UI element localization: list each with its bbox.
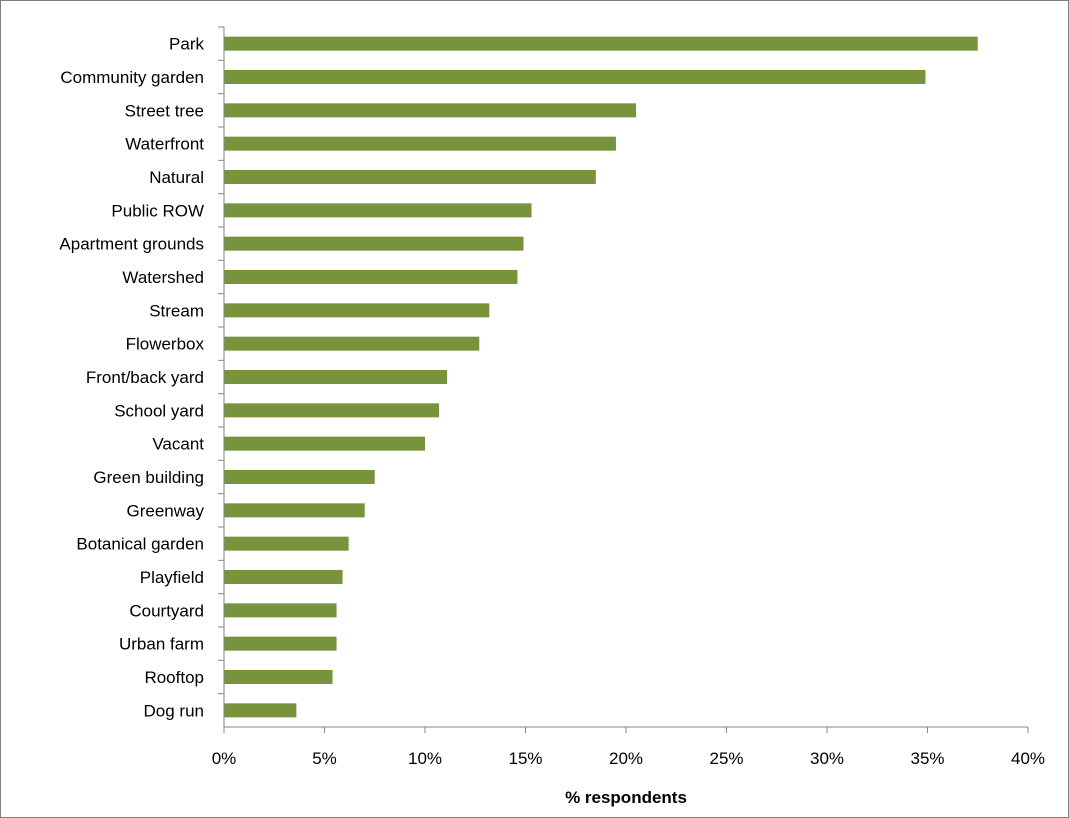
x-tick-label: 20% xyxy=(609,749,643,768)
x-tick-label: 40% xyxy=(1011,749,1045,768)
bar-urban-farm xyxy=(224,636,337,651)
bar-front-back-yard xyxy=(224,370,448,384)
category-label: Rooftop xyxy=(144,668,204,687)
bar-community-garden xyxy=(224,70,926,84)
bar-courtyard xyxy=(224,603,337,618)
category-label: Stream xyxy=(149,301,204,320)
bar-greenway xyxy=(224,503,365,518)
category-label: Greenway xyxy=(127,501,205,520)
category-label: Street tree xyxy=(125,101,204,120)
category-label: Playfield xyxy=(140,568,204,587)
bar-flowerbox xyxy=(224,336,480,351)
bar-apartment-grounds xyxy=(224,236,524,251)
bar-green-building xyxy=(224,470,375,484)
x-axis-ticks: 0% 5% 10% 15% 20% 25% 30% 35% 40% xyxy=(212,727,1045,768)
x-tick-label: 15% xyxy=(508,749,542,768)
x-tick-label: 10% xyxy=(408,749,442,768)
category-label: Dog run xyxy=(144,701,204,720)
category-label: School yard xyxy=(114,401,204,420)
bar-watershed xyxy=(224,270,518,284)
x-tick-label: 5% xyxy=(312,749,337,768)
category-label: Botanical garden xyxy=(76,535,204,554)
x-tick-label: 35% xyxy=(910,749,944,768)
bars-group xyxy=(224,36,978,718)
bar-school-yard xyxy=(224,403,440,418)
bar-botanical-garden xyxy=(224,536,349,551)
x-tick-label: 30% xyxy=(810,749,844,768)
x-axis-title: % respondents xyxy=(565,788,687,807)
category-label: Vacant xyxy=(152,435,204,454)
bar-rooftop xyxy=(224,670,333,684)
x-tick-label: 25% xyxy=(709,749,743,768)
category-label: Public ROW xyxy=(111,201,204,220)
bar-natural xyxy=(224,170,596,184)
category-label: Watershed xyxy=(122,268,204,287)
category-label: Front/back yard xyxy=(86,368,204,387)
bar-street-tree xyxy=(224,103,637,118)
bar-dog-run xyxy=(224,703,297,718)
category-label: Flowerbox xyxy=(126,335,205,354)
category-label: Courtyard xyxy=(129,601,204,620)
category-labels: Park Community garden Street tree Waterfron… xyxy=(59,26,224,720)
x-tick-label: 0% xyxy=(212,749,237,768)
bar-vacant xyxy=(224,436,425,451)
category-label: Apartment grounds xyxy=(59,235,204,254)
category-label: Green building xyxy=(93,468,204,487)
category-label: Waterfront xyxy=(125,135,204,154)
category-label: Park xyxy=(169,35,204,54)
bar-waterfront xyxy=(224,136,616,151)
bar-park xyxy=(224,36,978,51)
bar-stream xyxy=(224,303,490,318)
bar-public-row xyxy=(224,203,532,218)
category-label: Community garden xyxy=(60,68,204,87)
bar-playfield xyxy=(224,570,343,584)
category-label: Urban farm xyxy=(119,635,204,654)
category-label: Natural xyxy=(149,168,204,187)
